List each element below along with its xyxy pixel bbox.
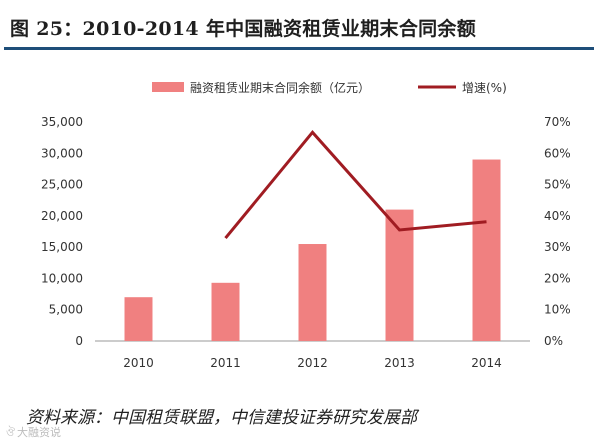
bar-2011: [211, 282, 240, 341]
left-tick-label: 0: [75, 334, 83, 348]
x-tick-label: 2012: [297, 356, 328, 370]
growth-line: [224, 130, 487, 240]
title-underline: [4, 47, 594, 50]
left-tick-label: 20,000: [41, 209, 83, 223]
bar-2012: [298, 244, 327, 341]
x-tick-label: 2013: [384, 356, 415, 370]
watermark-logo-icon: ঔ: [6, 426, 16, 439]
left-axis-ticks: 0 5,000 10,000 15,000 20,000 25,000 30,000 35,0…: [41, 115, 83, 348]
watermark: ঔ 大融资说: [6, 424, 61, 443]
left-tick-label: 25,000: [41, 178, 83, 192]
right-tick-label: 50%: [544, 178, 571, 192]
bar-2014: [472, 159, 501, 341]
bar-2010: [124, 297, 153, 341]
right-axis-ticks: 0% 10% 20% 30% 40% 50% 60% 70%: [544, 115, 571, 348]
right-tick-label: 30%: [544, 240, 571, 254]
right-tick-label: 10%: [544, 303, 571, 317]
figure-title: 图 25：2010-2014 年中国融资租赁业期末合同余额: [10, 18, 477, 40]
x-tick-label: 2014: [471, 356, 502, 370]
right-tick-label: 60%: [544, 146, 571, 160]
legend-label-line: 增速(%): [462, 81, 507, 95]
bar-series: [124, 159, 501, 341]
left-tick-label: 15,000: [41, 240, 83, 254]
right-tick-label: 40%: [544, 209, 571, 223]
left-tick-label: 35,000: [41, 115, 83, 129]
right-tick-label: 0%: [544, 334, 563, 348]
x-tick-label: 2010: [123, 356, 154, 370]
right-tick-label: 20%: [544, 271, 571, 285]
right-tick-label: 70%: [544, 115, 571, 129]
legend-label-bar: 融资租赁业期末合同余额（亿元）: [190, 80, 370, 95]
chart-legend: 融资租赁业期末合同余额（亿元） 增速(%): [152, 80, 507, 95]
left-tick-label: 10,000: [41, 271, 83, 285]
left-tick-label: 30,000: [41, 146, 83, 160]
left-tick-label: 5,000: [49, 303, 83, 317]
legend-swatch-bar: [152, 82, 184, 92]
source-note: 资料来源：中国租赁联盟，中信建投证券研究发展部: [26, 408, 417, 428]
bar-2013: [385, 209, 414, 341]
watermark-text: 大融资说: [17, 426, 62, 439]
x-tick-label: 2011: [210, 356, 241, 370]
x-axis-ticks: 2010 2011 2012 2013 2014: [123, 356, 502, 370]
